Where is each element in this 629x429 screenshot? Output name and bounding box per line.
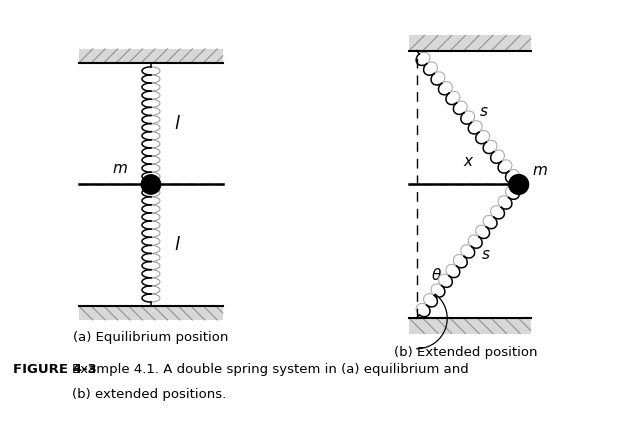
Text: (b) extended positions.: (b) extended positions.	[72, 388, 226, 401]
Circle shape	[509, 175, 528, 194]
Text: s: s	[480, 104, 488, 119]
Text: s: s	[481, 247, 489, 262]
Text: m: m	[532, 163, 547, 178]
Text: FIGURE 4-3: FIGURE 4-3	[13, 363, 96, 375]
Circle shape	[142, 175, 160, 194]
Text: l: l	[174, 236, 179, 254]
Text: (a) Equilibrium position: (a) Equilibrium position	[73, 331, 229, 344]
Text: x: x	[463, 154, 472, 169]
Bar	[79, 306, 223, 320]
Text: θ: θ	[432, 268, 442, 283]
Text: (b) Extended position: (b) Extended position	[394, 346, 537, 359]
Bar	[79, 49, 223, 63]
Text: m: m	[113, 161, 128, 176]
Bar	[409, 318, 531, 333]
Text: l: l	[174, 115, 179, 133]
Bar	[409, 36, 531, 51]
Text: Example 4.1. A double spring system in (a) equilibrium and: Example 4.1. A double spring system in (…	[72, 363, 469, 375]
